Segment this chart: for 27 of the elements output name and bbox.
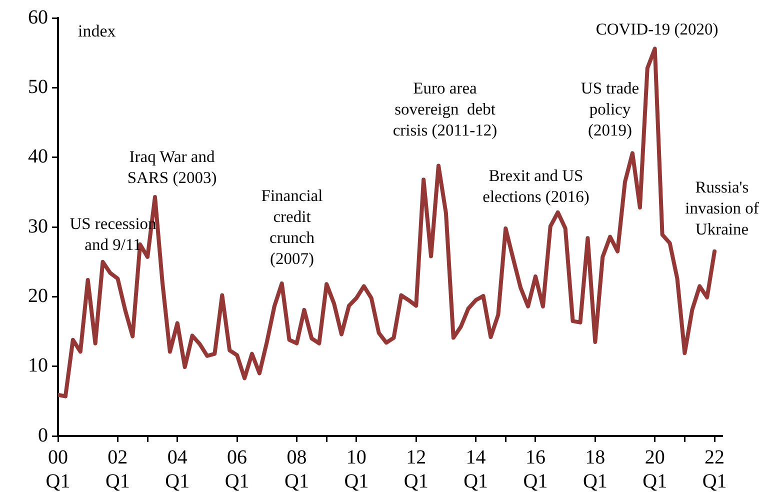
y-tick-label: 10: [28, 354, 48, 377]
x-tick-label: 04 Q1: [165, 446, 190, 492]
x-tick-label: 12 Q1: [404, 446, 428, 492]
annotation: Russia's invasion of Ukraine: [685, 177, 760, 238]
annotation: Financial credit crunch (2007): [261, 186, 324, 268]
y-tick-label: 60: [28, 6, 48, 28]
annotation: Brexit and US elections (2016): [482, 166, 590, 206]
x-tick-label: 06 Q1: [224, 446, 250, 492]
x-tick-label: 14 Q1: [464, 446, 488, 492]
annotation: Euro area sovereign debt crisis (2011-12): [392, 78, 498, 140]
x-tick-label: 18 Q1: [582, 446, 608, 492]
x-tick-label: 08 Q1: [284, 446, 309, 492]
y-tick-label: 50: [28, 76, 48, 98]
y-tick-label: 30: [28, 215, 48, 238]
y-tick-label: 0: [38, 424, 48, 446]
y-tick-label: 40: [28, 146, 48, 168]
x-tick-label: 20 Q1: [642, 446, 668, 492]
x-tick-label: 10 Q1: [344, 446, 369, 492]
x-tick-label: 16 Q1: [523, 446, 548, 492]
x-tick-label: 00 Q1: [46, 446, 70, 492]
x-tick-label: 02 Q1: [105, 446, 130, 492]
annotation: US trade policy (2019): [580, 78, 640, 140]
x-tick-label: 22 Q1: [702, 446, 727, 492]
y-tick-label: 20: [28, 284, 48, 307]
annotation: Iraq War and SARS (2003): [127, 146, 217, 187]
annotation: COVID-19 (2020): [596, 19, 718, 38]
y-axis-title: index: [78, 21, 116, 40]
